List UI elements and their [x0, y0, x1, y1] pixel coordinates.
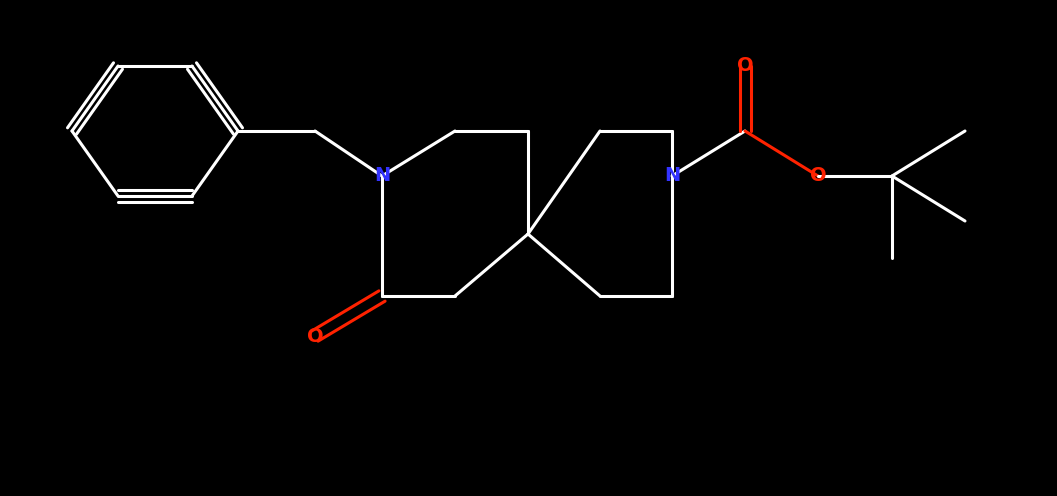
Text: N: N: [664, 167, 680, 186]
Text: O: O: [307, 326, 323, 346]
Text: O: O: [810, 167, 827, 186]
Text: O: O: [737, 57, 754, 75]
Text: N: N: [374, 167, 390, 186]
